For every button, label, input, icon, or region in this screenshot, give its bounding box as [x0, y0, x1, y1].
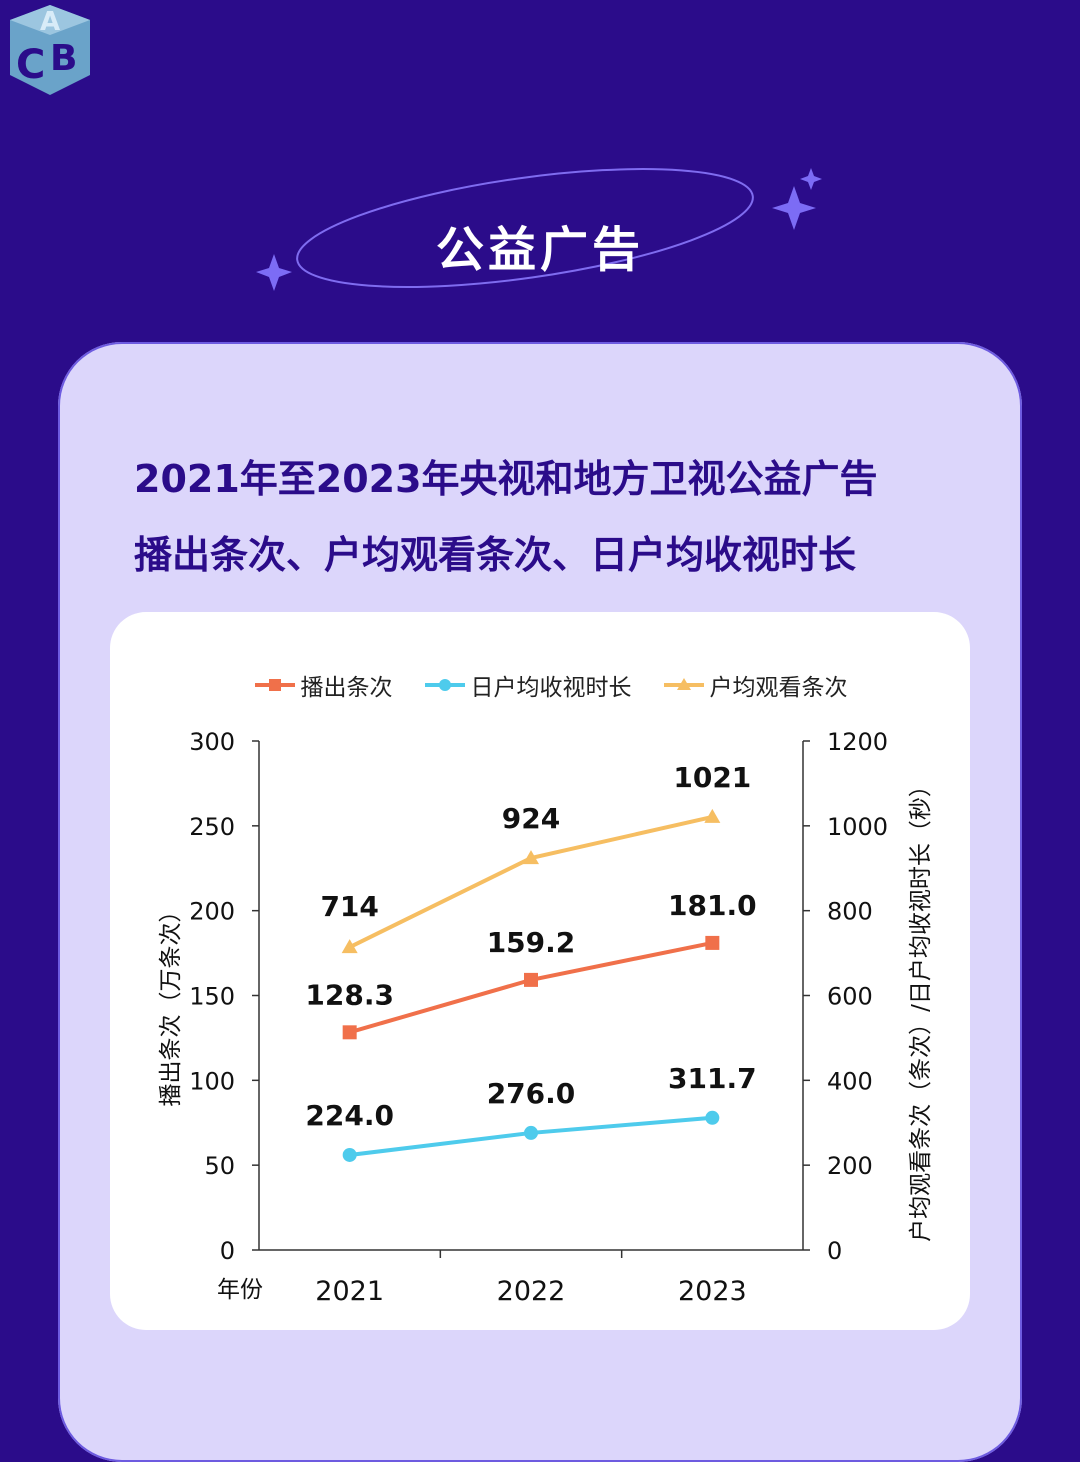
right-tick-label: 0: [827, 1237, 842, 1265]
left-tick-label: 150: [189, 983, 235, 1011]
x-tick-label: 2022: [497, 1276, 566, 1307]
right-tick-label: 400: [827, 1067, 873, 1095]
data-label: 276.0: [487, 1077, 576, 1110]
legend-triangle-marker-icon: [663, 678, 704, 690]
data-point-triangle: [523, 850, 539, 865]
data-label: 128.3: [305, 978, 394, 1011]
svg-text:C: C: [16, 42, 45, 88]
data-label: 181.0: [668, 889, 757, 922]
logo: A C B: [10, 5, 90, 95]
data-label: 159.2: [487, 926, 576, 959]
data-point-circle: [705, 1110, 720, 1125]
legend-square-marker-icon: [254, 679, 295, 691]
right-tick-label: 1000: [827, 813, 888, 841]
svg-text:B: B: [50, 38, 77, 79]
legend-label: 播出条次: [300, 675, 393, 701]
header-decoration: [256, 168, 822, 291]
left-tick-label: 200: [189, 898, 235, 926]
chart-heading-line1: 2021年至2023年央视和地方卫视公益广告: [134, 457, 878, 501]
left-tick-label: 100: [189, 1067, 235, 1095]
left-tick-label: 50: [204, 1152, 235, 1180]
left-axis-title: 播出条次（万条次）: [158, 900, 184, 1107]
sparkle-icon: [772, 186, 816, 230]
data-point-circle: [524, 1125, 538, 1140]
data-point-circle: [342, 1147, 357, 1162]
sparkle-icon: [256, 254, 292, 291]
data-label: 1021: [673, 761, 751, 794]
right-axis-title: 户均观看条次（条次）/日户均收视时长（秒）: [908, 774, 934, 1242]
title-ellipse: [296, 168, 754, 288]
data-point-square: [342, 1025, 357, 1040]
sparkle-icon: [800, 168, 822, 190]
data-label: 311.7: [668, 1062, 757, 1095]
legend-circle-marker-icon: [424, 679, 465, 691]
section-title: 公益广告: [435, 222, 644, 278]
right-tick-label: 600: [827, 983, 873, 1011]
header: 公益广告 A C B: [0, 0, 1080, 340]
x-tick-label: 2021: [315, 1276, 384, 1307]
data-point-square: [524, 972, 538, 987]
legend-item-viewing-time: 日户均收视时长: [423, 668, 632, 702]
x-tick-label: 2023: [678, 1276, 747, 1307]
right-tick-label: 200: [827, 1152, 873, 1180]
legend-label: 日户均收视时长: [470, 675, 632, 701]
chart-card: [110, 612, 970, 1330]
left-tick-label: 0: [220, 1237, 235, 1265]
legend-item-broadcast: 播出条次: [253, 668, 393, 702]
data-label: 714: [320, 890, 378, 923]
right-tick-label: 1200: [827, 728, 888, 756]
left-tick-label: 300: [189, 728, 235, 756]
data-point-triangle: [341, 939, 358, 954]
left-tick-label: 250: [189, 813, 235, 841]
chart-heading-line2: 播出条次、户均观看条次、日户均收视时长: [134, 533, 857, 577]
legend-item-views: 户均观看条次: [662, 668, 848, 702]
data-label: 924: [502, 802, 560, 835]
data-point-square: [705, 935, 720, 950]
data-label: 224.0: [305, 1099, 394, 1132]
chart-legend: 播出条次 日户均收视时长 户均观看条次: [0, 668, 1080, 702]
legend-label: 户均观看条次: [709, 675, 848, 701]
right-tick-label: 800: [827, 898, 873, 926]
data-point-triangle: [704, 808, 721, 823]
line-chart: 0 50 100 150 200 250 300 0 200 400 600 800 1000 1200 2…: [158, 728, 934, 1307]
svg-text:A: A: [40, 7, 60, 37]
x-axis-label: 年份: [217, 1277, 263, 1303]
